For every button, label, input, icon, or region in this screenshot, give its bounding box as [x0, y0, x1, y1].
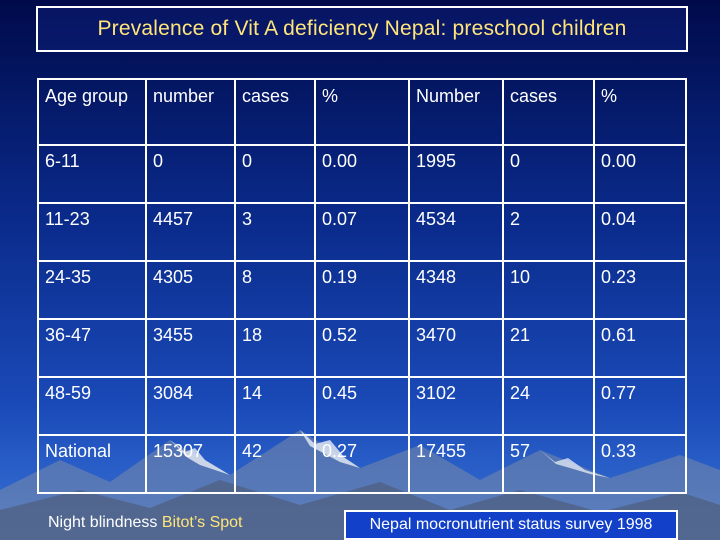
header-cell: %: [593, 78, 687, 146]
table-cell: 3102: [408, 376, 504, 436]
table-cell: 2: [502, 202, 595, 262]
table-cell: 0.07: [314, 202, 410, 262]
header-cell: number: [145, 78, 236, 146]
table-cell: 0.00: [314, 144, 410, 204]
table-cell: 8: [234, 260, 316, 320]
table-cell: 21: [502, 318, 595, 378]
table-cell: 10: [502, 260, 595, 320]
header-cell: %: [314, 78, 410, 146]
table-row: 11-23 4457 3 0.07 4534 2 0.04: [37, 202, 687, 262]
table-cell: 36-47: [37, 318, 147, 378]
table-cell: 4457: [145, 202, 236, 262]
table-cell: 0.45: [314, 376, 410, 436]
table-row: 6-11 0 0 0.00 1995 0 0.00: [37, 144, 687, 204]
table-cell: 0.33: [593, 434, 687, 494]
table-cell: 6-11: [37, 144, 147, 204]
table-row: 48-59 3084 14 0.45 3102 24 0.77: [37, 376, 687, 436]
table-cell: 3084: [145, 376, 236, 436]
table-cell: 48-59: [37, 376, 147, 436]
table-row-national: National 15307 42 0.27 17455 57 0.33: [37, 434, 687, 494]
table-cell: 0: [145, 144, 236, 204]
table-cell: 0.61: [593, 318, 687, 378]
table-header-row: Age group number cases % Number cases %: [37, 78, 687, 146]
header-cell: Age group: [37, 78, 147, 146]
table-cell: 18: [234, 318, 316, 378]
table-row: 36-47 3455 18 0.52 3470 21 0.61: [37, 318, 687, 378]
table-cell: National: [37, 434, 147, 494]
table-cell: 57: [502, 434, 595, 494]
title-banner: Prevalence of Vit A deficiency Nepal: pr…: [36, 6, 688, 52]
table-cell: 11-23: [37, 202, 147, 262]
header-cell: cases: [234, 78, 316, 146]
table-cell: 4348: [408, 260, 504, 320]
header-cell: cases: [502, 78, 595, 146]
table-cell: 15307: [145, 434, 236, 494]
prevalence-table: Age group number cases % Number cases % …: [37, 78, 687, 494]
page-title: Prevalence of Vit A deficiency Nepal: pr…: [97, 17, 627, 40]
table-cell: 0.04: [593, 202, 687, 262]
table-row: 24-35 4305 8 0.19 4348 10 0.23: [37, 260, 687, 320]
table-cell: 24-35: [37, 260, 147, 320]
table-cell: 0.52: [314, 318, 410, 378]
table-cell: 0.77: [593, 376, 687, 436]
table-cell: 3: [234, 202, 316, 262]
header-cell: Number: [408, 78, 504, 146]
table-cell: 42: [234, 434, 316, 494]
table-cell: 0: [502, 144, 595, 204]
footer-note-left: Night blindness Bitot’s Spot: [48, 514, 243, 532]
table-cell: 0.23: [593, 260, 687, 320]
table-cell: 14: [234, 376, 316, 436]
table-cell: 24: [502, 376, 595, 436]
table-cell: 17455: [408, 434, 504, 494]
footer-left-accent: Bitot’s Spot: [161, 514, 243, 531]
table-cell: 0.27: [314, 434, 410, 494]
table-cell: 4534: [408, 202, 504, 262]
table-cell: 0.19: [314, 260, 410, 320]
source-box: Nepal mocronutrient status survey 1998: [344, 510, 678, 540]
table-cell: 0.00: [593, 144, 687, 204]
table-cell: 4305: [145, 260, 236, 320]
table-cell: 3455: [145, 318, 236, 378]
table-cell: 1995: [408, 144, 504, 204]
footer-left-label: Night blindness: [48, 514, 158, 531]
table-cell: 3470: [408, 318, 504, 378]
source-label: Nepal mocronutrient status survey 1998: [369, 516, 653, 533]
table-cell: 0: [234, 144, 316, 204]
